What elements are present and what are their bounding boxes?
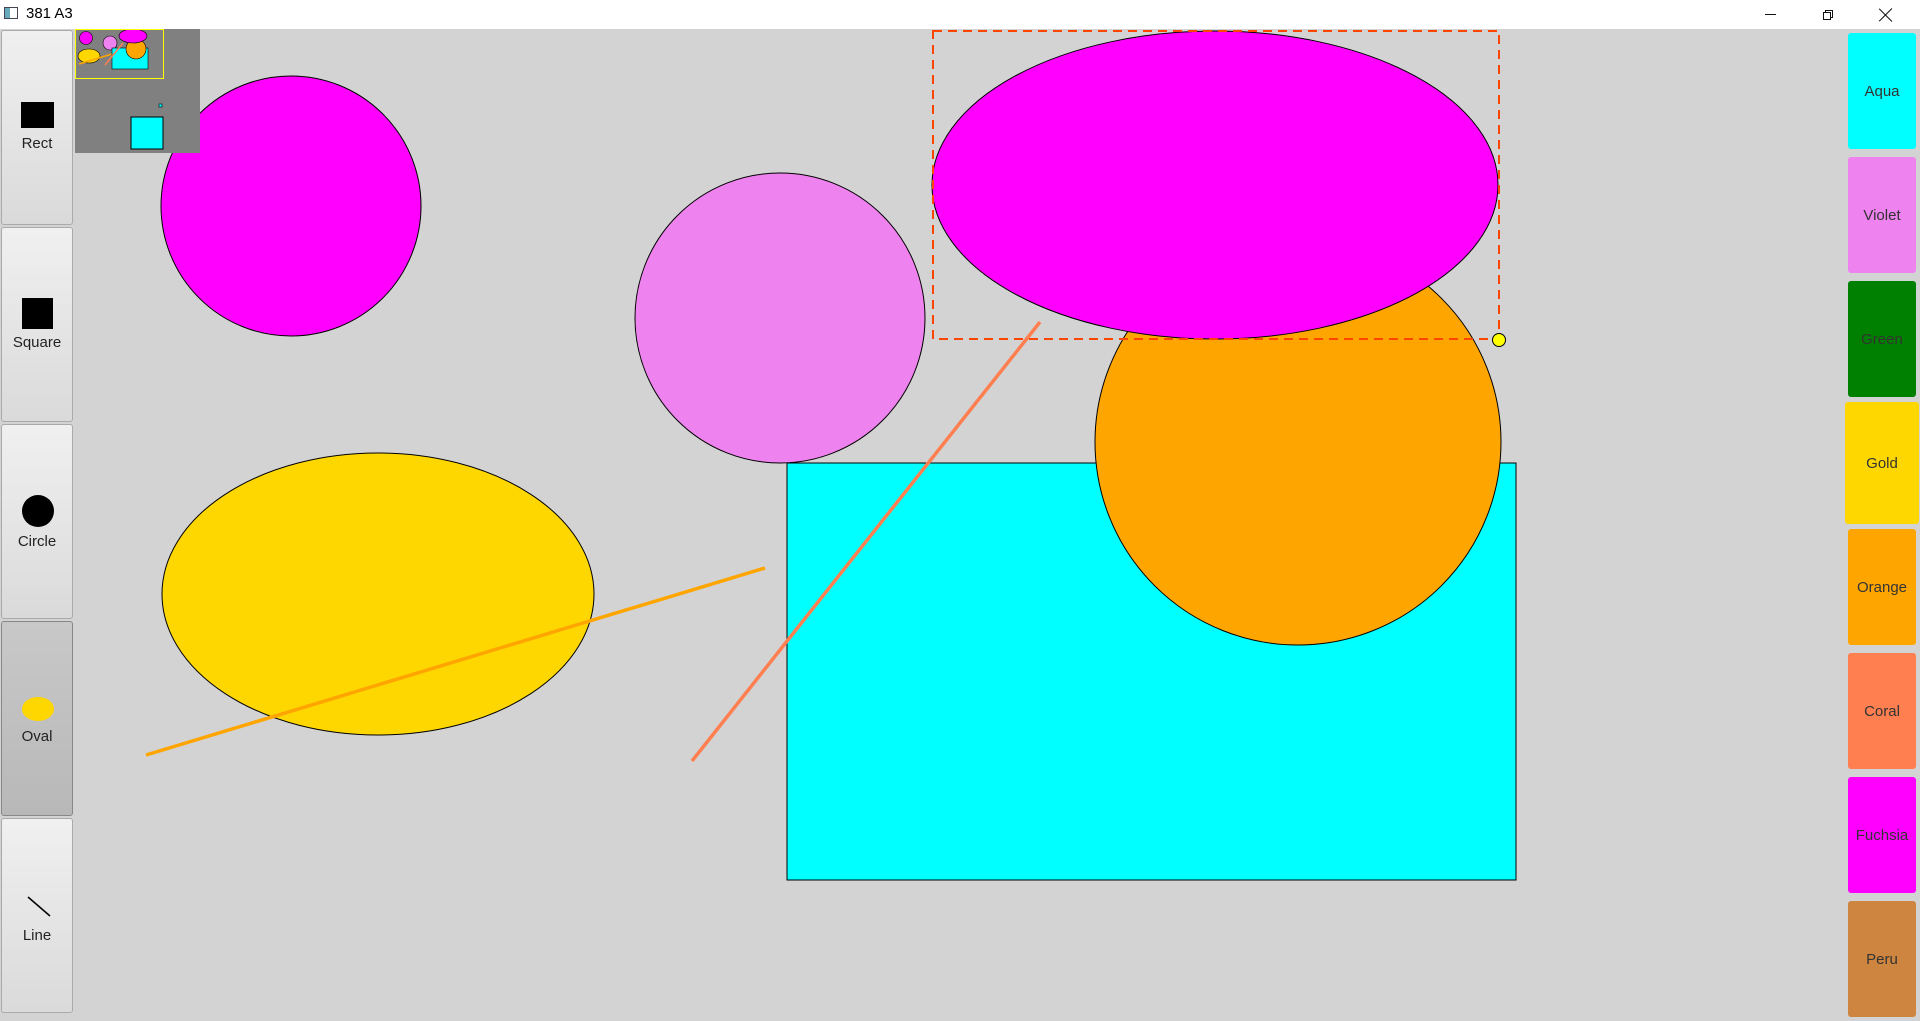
tool-oval-button[interactable]: Oval bbox=[1, 621, 73, 816]
swatch-gold-label: Gold bbox=[1866, 454, 1898, 472]
swatch-orange[interactable]: Orange bbox=[1848, 529, 1916, 645]
swatch-aqua-label: Aqua bbox=[1864, 82, 1900, 100]
minimap-viewport[interactable] bbox=[75, 29, 164, 79]
tool-rect-button[interactable]: Rect bbox=[1, 30, 73, 225]
tool-circle-button[interactable]: Circle bbox=[1, 424, 73, 619]
swatch-aqua[interactable]: Aqua bbox=[1848, 33, 1916, 149]
circle-icon bbox=[22, 495, 54, 527]
selection-box bbox=[932, 30, 1500, 340]
tool-palette: Rect Square Circle Oval Line bbox=[0, 30, 75, 1020]
minimap-shape-violet-circle bbox=[102, 35, 118, 51]
tool-rect-label: Rect bbox=[21, 135, 53, 152]
oval-icon bbox=[22, 697, 54, 721]
swatch-peru-label: Peru bbox=[1866, 950, 1898, 968]
close-icon bbox=[1879, 8, 1893, 22]
tool-square-button[interactable]: Square bbox=[1, 227, 73, 422]
resize-handle[interactable] bbox=[1492, 333, 1506, 347]
tool-line-label: Line bbox=[22, 927, 52, 944]
minimap-detail-square bbox=[158, 103, 163, 108]
minimap-shape-orange-line bbox=[78, 53, 113, 65]
line-icon bbox=[27, 896, 51, 917]
close-button[interactable] bbox=[1857, 0, 1915, 29]
app-icon bbox=[4, 7, 18, 19]
minimap-shape-coral-line bbox=[104, 42, 124, 66]
window-title: 381 A3 bbox=[26, 5, 73, 22]
swatch-fuchsia-label: Fuchsia bbox=[1855, 826, 1909, 844]
shape-circle-fuchsia[interactable] bbox=[160, 75, 422, 337]
swatch-violet[interactable]: Violet bbox=[1848, 157, 1916, 273]
tool-oval-label: Oval bbox=[21, 728, 53, 745]
shape-line-orange[interactable] bbox=[145, 566, 766, 757]
swatch-fuchsia[interactable]: Fuchsia bbox=[1848, 777, 1916, 893]
drawing-canvas[interactable] bbox=[0, 29, 1920, 1021]
minimize-button[interactable] bbox=[1741, 0, 1799, 29]
swatch-orange-label: Orange bbox=[1856, 578, 1908, 596]
shape-oval-fuchsia[interactable] bbox=[931, 30, 1499, 340]
restore-button[interactable] bbox=[1799, 0, 1857, 29]
minimap-shape-fuchsia-oval bbox=[118, 29, 148, 44]
shape-circle-violet[interactable] bbox=[634, 172, 926, 464]
swatch-green[interactable]: Green bbox=[1848, 281, 1916, 397]
minimap-zoom-square bbox=[130, 116, 164, 150]
minimap-shape-fuchsia-circle bbox=[79, 31, 93, 45]
swatch-coral[interactable]: Coral bbox=[1848, 653, 1916, 769]
title-bar: 381 A3 bbox=[0, 0, 1920, 29]
tool-circle-label: Circle bbox=[17, 533, 57, 550]
restore-icon bbox=[1823, 9, 1833, 20]
swatch-green-label: Green bbox=[1861, 330, 1903, 348]
swatch-coral-label: Coral bbox=[1864, 702, 1900, 720]
square-icon bbox=[22, 298, 53, 329]
swatch-violet-label: Violet bbox=[1863, 206, 1901, 224]
swatch-gold[interactable]: Gold bbox=[1845, 402, 1919, 524]
shape-oval-gold[interactable] bbox=[161, 452, 595, 736]
rect-icon bbox=[21, 102, 54, 128]
color-palette: Aqua Violet Green Gold Orange Coral Fuch… bbox=[1844, 30, 1920, 1020]
tool-line-button[interactable]: Line bbox=[1, 818, 73, 1013]
shape-line-coral[interactable] bbox=[690, 320, 1042, 763]
tool-square-label: Square bbox=[12, 334, 62, 351]
swatch-peru[interactable]: Peru bbox=[1848, 901, 1916, 1017]
minimize-icon bbox=[1764, 14, 1776, 15]
minimap[interactable] bbox=[75, 29, 200, 153]
